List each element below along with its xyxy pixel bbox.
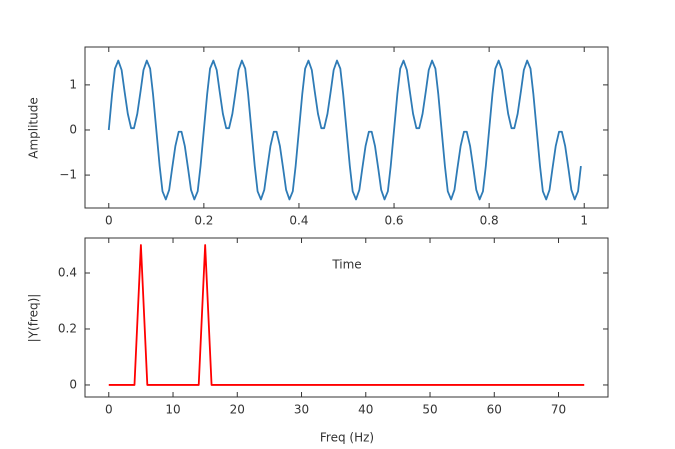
x-tick-label: 70 — [551, 403, 566, 417]
axes-frame — [84, 46, 609, 209]
y-tick-label: 0 — [69, 122, 77, 136]
axes-frame — [84, 237, 609, 398]
data-line — [108, 244, 585, 386]
x-tick-label: 60 — [487, 403, 502, 417]
x-tick-label: 50 — [422, 403, 437, 417]
y-tick-label: 1 — [69, 77, 77, 91]
x-tick-label: 30 — [294, 403, 309, 417]
x-tick-label: 0 — [105, 403, 113, 417]
x-tick-label: 1 — [580, 214, 588, 228]
x-tick-label: 0.6 — [384, 214, 403, 228]
data-line — [107, 59, 582, 201]
x-axis-label: Time — [331, 258, 361, 272]
x-tick-label: 20 — [230, 403, 245, 417]
x-axis-label: Freq (Hz) — [320, 431, 374, 445]
y-tick-label: −1 — [59, 168, 77, 182]
x-tick-label: 10 — [165, 403, 180, 417]
x-tick-label: 0.8 — [480, 214, 499, 228]
x-tick-label: 0.4 — [289, 214, 308, 228]
y-tick-label: 0 — [69, 377, 77, 391]
y-axis-label: |Y(freq)| — [27, 294, 41, 343]
x-tick-label: 0.2 — [194, 214, 213, 228]
y-tick-label: 0.4 — [58, 265, 77, 279]
x-tick-label: 40 — [358, 403, 373, 417]
x-tick-label: 0 — [105, 214, 113, 228]
y-tick-label: 0.2 — [58, 321, 77, 335]
y-axis-label: Amplitude — [27, 97, 41, 159]
